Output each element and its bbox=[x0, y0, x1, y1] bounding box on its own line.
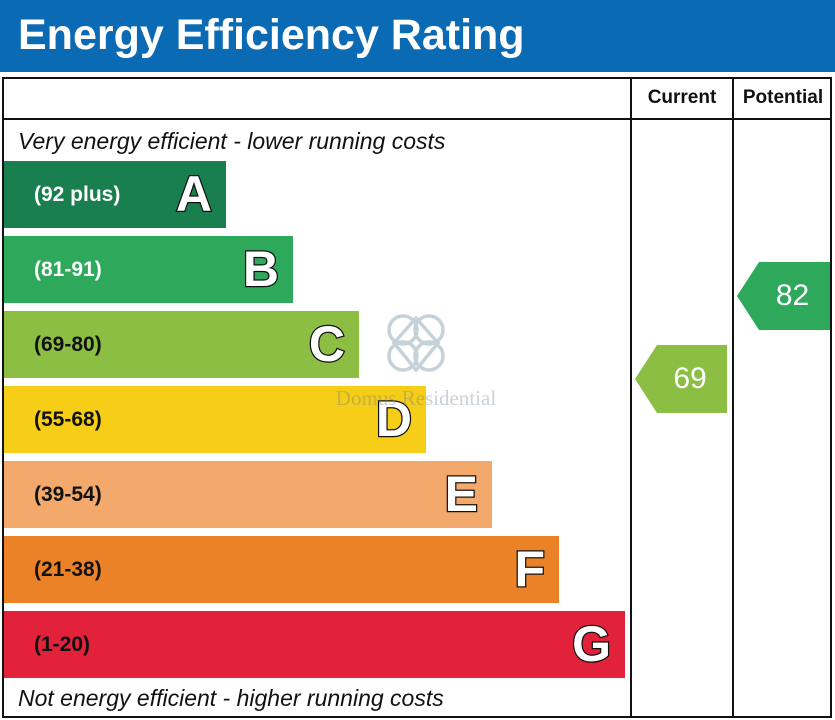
band-a: (92 plus) A bbox=[4, 161, 226, 228]
current-rating-arrow: 69 bbox=[635, 345, 727, 413]
potential-column-divider bbox=[732, 77, 734, 718]
potential-rating-value: 82 bbox=[775, 279, 810, 312]
band-range-label: (69-80) bbox=[34, 333, 102, 356]
band-range-label: (92 plus) bbox=[34, 183, 121, 206]
band-b: (81-91) B bbox=[4, 236, 293, 303]
rating-table bbox=[2, 77, 832, 718]
header-row-divider bbox=[2, 118, 832, 120]
band-letter: A bbox=[175, 165, 214, 224]
current-rating-value: 69 bbox=[673, 362, 707, 395]
page-title: Energy Efficiency Rating bbox=[18, 11, 525, 59]
band-e: (39-54) E bbox=[4, 461, 492, 528]
band-letter: G bbox=[571, 615, 612, 674]
band-range-label: (81-91) bbox=[34, 258, 102, 281]
current-arrow-shape bbox=[635, 345, 727, 413]
band-letter: F bbox=[513, 540, 546, 599]
bottom-note: Not energy efficient - higher running co… bbox=[18, 685, 444, 711]
band-letter: C bbox=[308, 315, 347, 374]
band-range-label: (39-54) bbox=[34, 483, 102, 506]
band-range-label: (1-20) bbox=[34, 633, 91, 656]
band-letter: B bbox=[242, 240, 281, 299]
header-bar: Energy Efficiency Rating bbox=[0, 0, 835, 72]
current-column-header: Current bbox=[647, 87, 717, 108]
knot-logo-icon bbox=[387, 314, 445, 373]
band-f: (21-38) F bbox=[4, 536, 559, 603]
band-letter: D bbox=[375, 390, 414, 449]
potential-column-header: Potential bbox=[742, 87, 824, 108]
potential-arrow-shape bbox=[737, 262, 830, 330]
band-c: (69-80) C bbox=[4, 311, 359, 378]
current-column-divider bbox=[630, 77, 632, 718]
band-d: (55-68) D bbox=[4, 386, 426, 453]
band-range-label: (21-38) bbox=[34, 558, 102, 581]
top-note: Very energy efficient - lower running co… bbox=[18, 128, 446, 154]
band-g: (1-20) G bbox=[4, 611, 625, 678]
potential-rating-arrow: 82 bbox=[737, 262, 830, 330]
watermark-text: Domus Residential bbox=[335, 386, 497, 410]
watermark: Domus Residential bbox=[316, 312, 516, 412]
band-range-label: (55-68) bbox=[34, 408, 102, 431]
band-letter: E bbox=[443, 465, 479, 524]
